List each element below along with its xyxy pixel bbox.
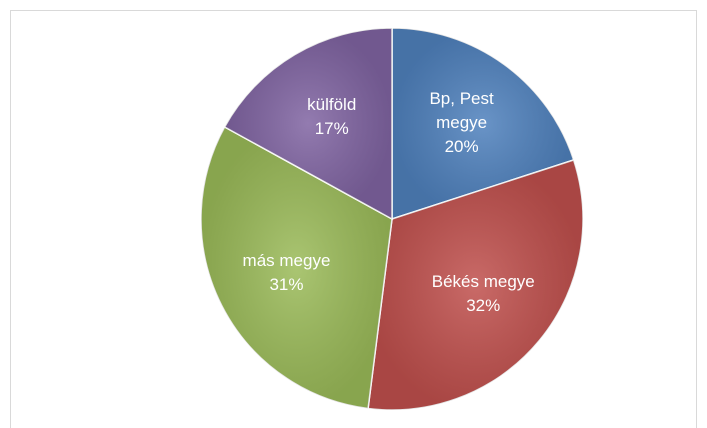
category-label: Bp, Pest megye <box>429 89 494 133</box>
slice-label: Bp, Pest megye 20% <box>417 87 507 159</box>
slice-label: külföld 17% <box>287 93 377 141</box>
value-label: 31% <box>269 274 304 294</box>
category-label: más megye <box>242 250 331 270</box>
value-label: 20% <box>444 137 479 157</box>
value-label: 32% <box>466 296 501 316</box>
category-label: külföld <box>307 95 357 115</box>
value-label: 17% <box>314 119 349 139</box>
chart-frame <box>10 10 697 428</box>
slice-label: Békés megye 32% <box>413 270 553 318</box>
category-label: Békés megye <box>431 272 535 292</box>
slice-label: más megye 31% <box>226 249 346 297</box>
